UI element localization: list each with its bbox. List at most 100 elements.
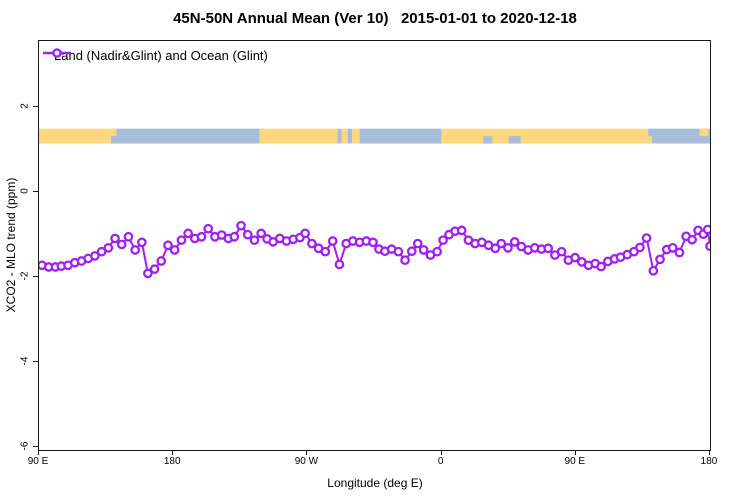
- data-point-marker: [149, 264, 160, 274]
- latitude-band-map-strip: [39, 128, 710, 144]
- plot-area: Land (Nadir&Glint) and Ocean (Glint): [38, 40, 711, 451]
- data-point-marker: [702, 224, 710, 235]
- data-series: [39, 220, 710, 279]
- data-point-marker: [667, 242, 678, 253]
- data-point-marker: [143, 268, 153, 279]
- map-strip-segment-land: [648, 136, 652, 144]
- data-point-marker: [655, 254, 665, 265]
- x-tick-mark: [38, 450, 39, 455]
- data-point-marker: [596, 261, 606, 272]
- data-point-marker: [103, 242, 114, 253]
- map-strip-segment-ocean: [508, 136, 521, 144]
- data-point-marker: [163, 240, 173, 251]
- x-tick-label: 90 E: [27, 456, 49, 467]
- data-point-marker: [183, 228, 193, 239]
- data-point-marker: [641, 233, 652, 243]
- data-point-marker: [570, 252, 580, 263]
- x-tick-mark: [709, 450, 710, 455]
- data-point-marker: [242, 229, 253, 240]
- data-point-marker: [90, 251, 100, 261]
- data-point-marker: [635, 242, 645, 253]
- data-point-marker: [169, 245, 180, 255]
- data-point-marker: [543, 243, 554, 254]
- data-point-marker: [123, 231, 134, 242]
- data-point-marker: [412, 238, 423, 249]
- map-strip-segment-land: [110, 128, 117, 137]
- legend: Land (Nadir&Glint) and Ocean (Glint): [42, 47, 268, 63]
- legend-label: Land (Nadir&Glint) and Ocean (Glint): [54, 47, 268, 63]
- map-strip-segment-ocean: [347, 128, 353, 144]
- data-point-marker: [307, 238, 317, 249]
- data-point-marker: [509, 237, 520, 247]
- data-point-marker: [556, 246, 567, 257]
- x-tick-label: 0: [437, 456, 444, 467]
- data-point-marker: [418, 245, 429, 255]
- data-point-marker: [432, 246, 442, 257]
- data-point-marker: [249, 235, 260, 246]
- y-tick-mark: [33, 105, 38, 107]
- y-tick-label: -4: [19, 356, 31, 366]
- data-point-marker: [368, 237, 378, 248]
- x-axis-label: Longitude (deg E): [327, 476, 423, 490]
- x-tick-mark: [574, 450, 576, 455]
- data-point-marker: [320, 246, 331, 257]
- data-point-marker: [490, 243, 501, 254]
- map-strip-segment-ocean: [359, 128, 442, 144]
- data-point-marker: [503, 242, 513, 253]
- data-point-marker: [687, 234, 697, 245]
- map-strip-segment-land: [352, 128, 360, 144]
- y-axis-label: XCO2 - MLO trend (ppm): [4, 177, 18, 313]
- data-point-marker: [176, 235, 187, 246]
- map-strip-segment-ocean: [337, 128, 342, 144]
- data-point-marker: [393, 246, 404, 257]
- data-point-marker: [137, 237, 147, 248]
- y-tick-mark: [33, 276, 38, 278]
- map-strip-segment-land: [441, 128, 649, 144]
- data-point-marker: [674, 247, 685, 258]
- x-tick-label: 180: [700, 456, 718, 467]
- data-point-marker: [196, 231, 207, 242]
- data-point-marker: [116, 239, 127, 250]
- y-tick-label: 0: [19, 188, 31, 194]
- y-tick-mark: [33, 191, 38, 193]
- y-tick-label: 2: [19, 103, 31, 109]
- data-point-marker: [300, 228, 311, 239]
- data-point-marker: [96, 246, 107, 257]
- data-point-marker: [156, 256, 167, 266]
- map-strip-segment-land: [341, 128, 348, 144]
- data-point-marker: [203, 223, 214, 234]
- x-tick-mark: [172, 450, 174, 455]
- y-tick-label: -2: [19, 271, 31, 281]
- x-tick-mark: [306, 450, 308, 455]
- map-strip-segment-ocean: [648, 128, 710, 144]
- data-point-marker: [400, 255, 410, 266]
- map-strip-segment-ocean: [483, 136, 493, 144]
- data-point-marker: [229, 231, 240, 242]
- y-tick-label: -6: [19, 441, 31, 451]
- data-point-marker: [130, 245, 141, 255]
- map-strip-segment-land: [699, 128, 709, 137]
- data-point-marker: [648, 265, 659, 276]
- map-strip-segment-land: [259, 128, 338, 144]
- data-point-marker: [110, 233, 120, 244]
- data-point-marker: [456, 225, 467, 236]
- data-point-marker: [406, 246, 417, 257]
- data-point-marker: [256, 228, 267, 239]
- data-point-marker: [438, 235, 448, 246]
- data-point-marker: [705, 241, 710, 251]
- y-tick-mark: [33, 446, 38, 448]
- x-tick-mark: [440, 450, 442, 455]
- plot-canvas: [39, 128, 710, 279]
- data-point-marker: [496, 238, 507, 249]
- x-tick-label: 180: [163, 456, 181, 467]
- map-strip-segment-land: [39, 128, 111, 144]
- map-strip-segment-ocean: [110, 128, 260, 144]
- chart-title: 45N-50N Annual Mean (Ver 10) 2015-01-01 …: [173, 10, 577, 27]
- legend-line-marker-icon: [43, 48, 71, 58]
- data-point-marker: [327, 236, 338, 246]
- y-tick-mark: [33, 361, 38, 363]
- x-tick-label: 90 W: [294, 456, 319, 467]
- data-point-marker: [236, 220, 246, 231]
- x-tick-label: 90 E: [564, 456, 586, 467]
